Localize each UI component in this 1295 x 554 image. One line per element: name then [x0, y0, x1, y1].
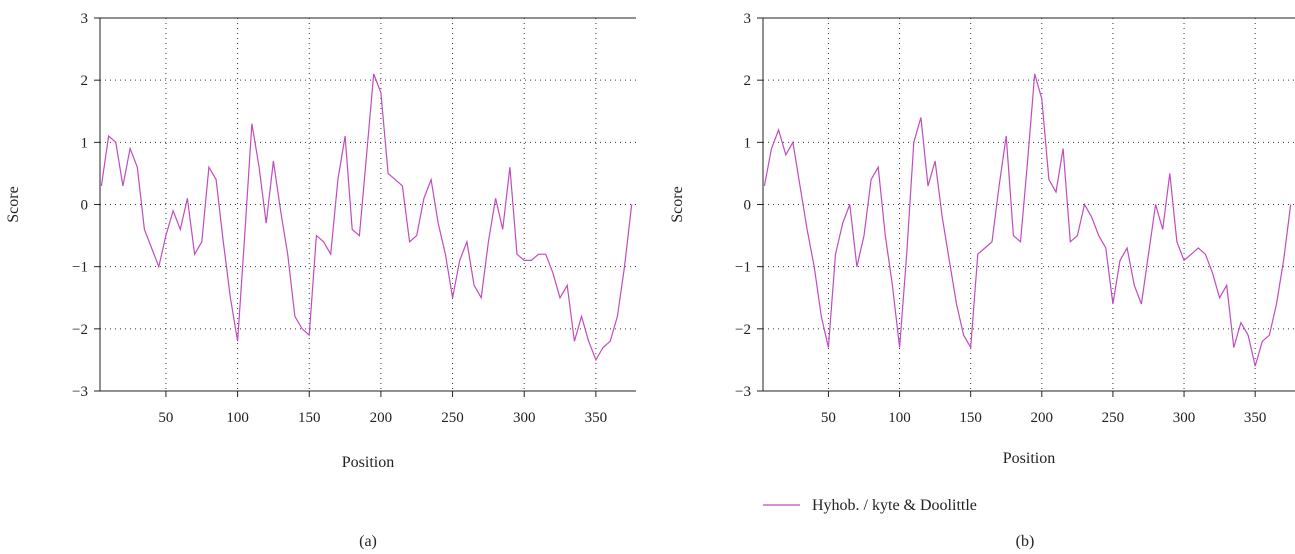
x-tick-label: 150 [298, 410, 321, 426]
y-tick-label: 1 [81, 135, 89, 151]
y-axis-label: Score [5, 186, 22, 222]
y-tick-label: 1 [744, 135, 752, 151]
panel-caption: (b) [1016, 533, 1035, 550]
x-tick-label: 100 [888, 410, 911, 426]
y-tick-label: −2 [735, 322, 751, 338]
y-axis-label: Score [669, 186, 686, 222]
x-tick-label: 150 [959, 410, 982, 426]
y-tick-label: −3 [72, 384, 88, 400]
y-tick-label: 3 [744, 11, 752, 27]
legend-label: Hyhob. / kyte & Doolittle [812, 497, 977, 514]
y-tick-label: 2 [81, 73, 89, 89]
y-tick-label: −2 [72, 322, 88, 338]
x-tick-label: 200 [370, 410, 393, 426]
y-tick-label: −1 [735, 260, 751, 276]
y-tick-label: 2 [744, 73, 752, 89]
x-tick-label: 50 [821, 410, 836, 426]
x-tick-label: 350 [1244, 410, 1267, 426]
y-tick-label: 3 [81, 11, 89, 27]
x-tick-label: 300 [513, 410, 536, 426]
x-tick-label: 300 [1173, 410, 1196, 426]
y-tick-label: 0 [81, 198, 89, 214]
panel-caption: (a) [359, 533, 377, 550]
y-tick-label: −1 [72, 260, 88, 276]
hydrophobicity-series-line [763, 73, 1292, 367]
x-tick-label: 250 [1102, 410, 1125, 426]
x-tick-label: 50 [158, 410, 173, 426]
y-tick-label: −3 [735, 384, 751, 400]
x-axis-label: Position [342, 454, 394, 471]
x-tick-label: 200 [1031, 410, 1054, 426]
x-tick-label: 350 [585, 410, 608, 426]
hydrophobicity-series-line [100, 73, 633, 362]
x-tick-label: 100 [226, 410, 249, 426]
y-tick-label: 0 [744, 198, 752, 214]
x-tick-label: 250 [441, 410, 464, 426]
x-axis-label: Position [1003, 450, 1055, 467]
